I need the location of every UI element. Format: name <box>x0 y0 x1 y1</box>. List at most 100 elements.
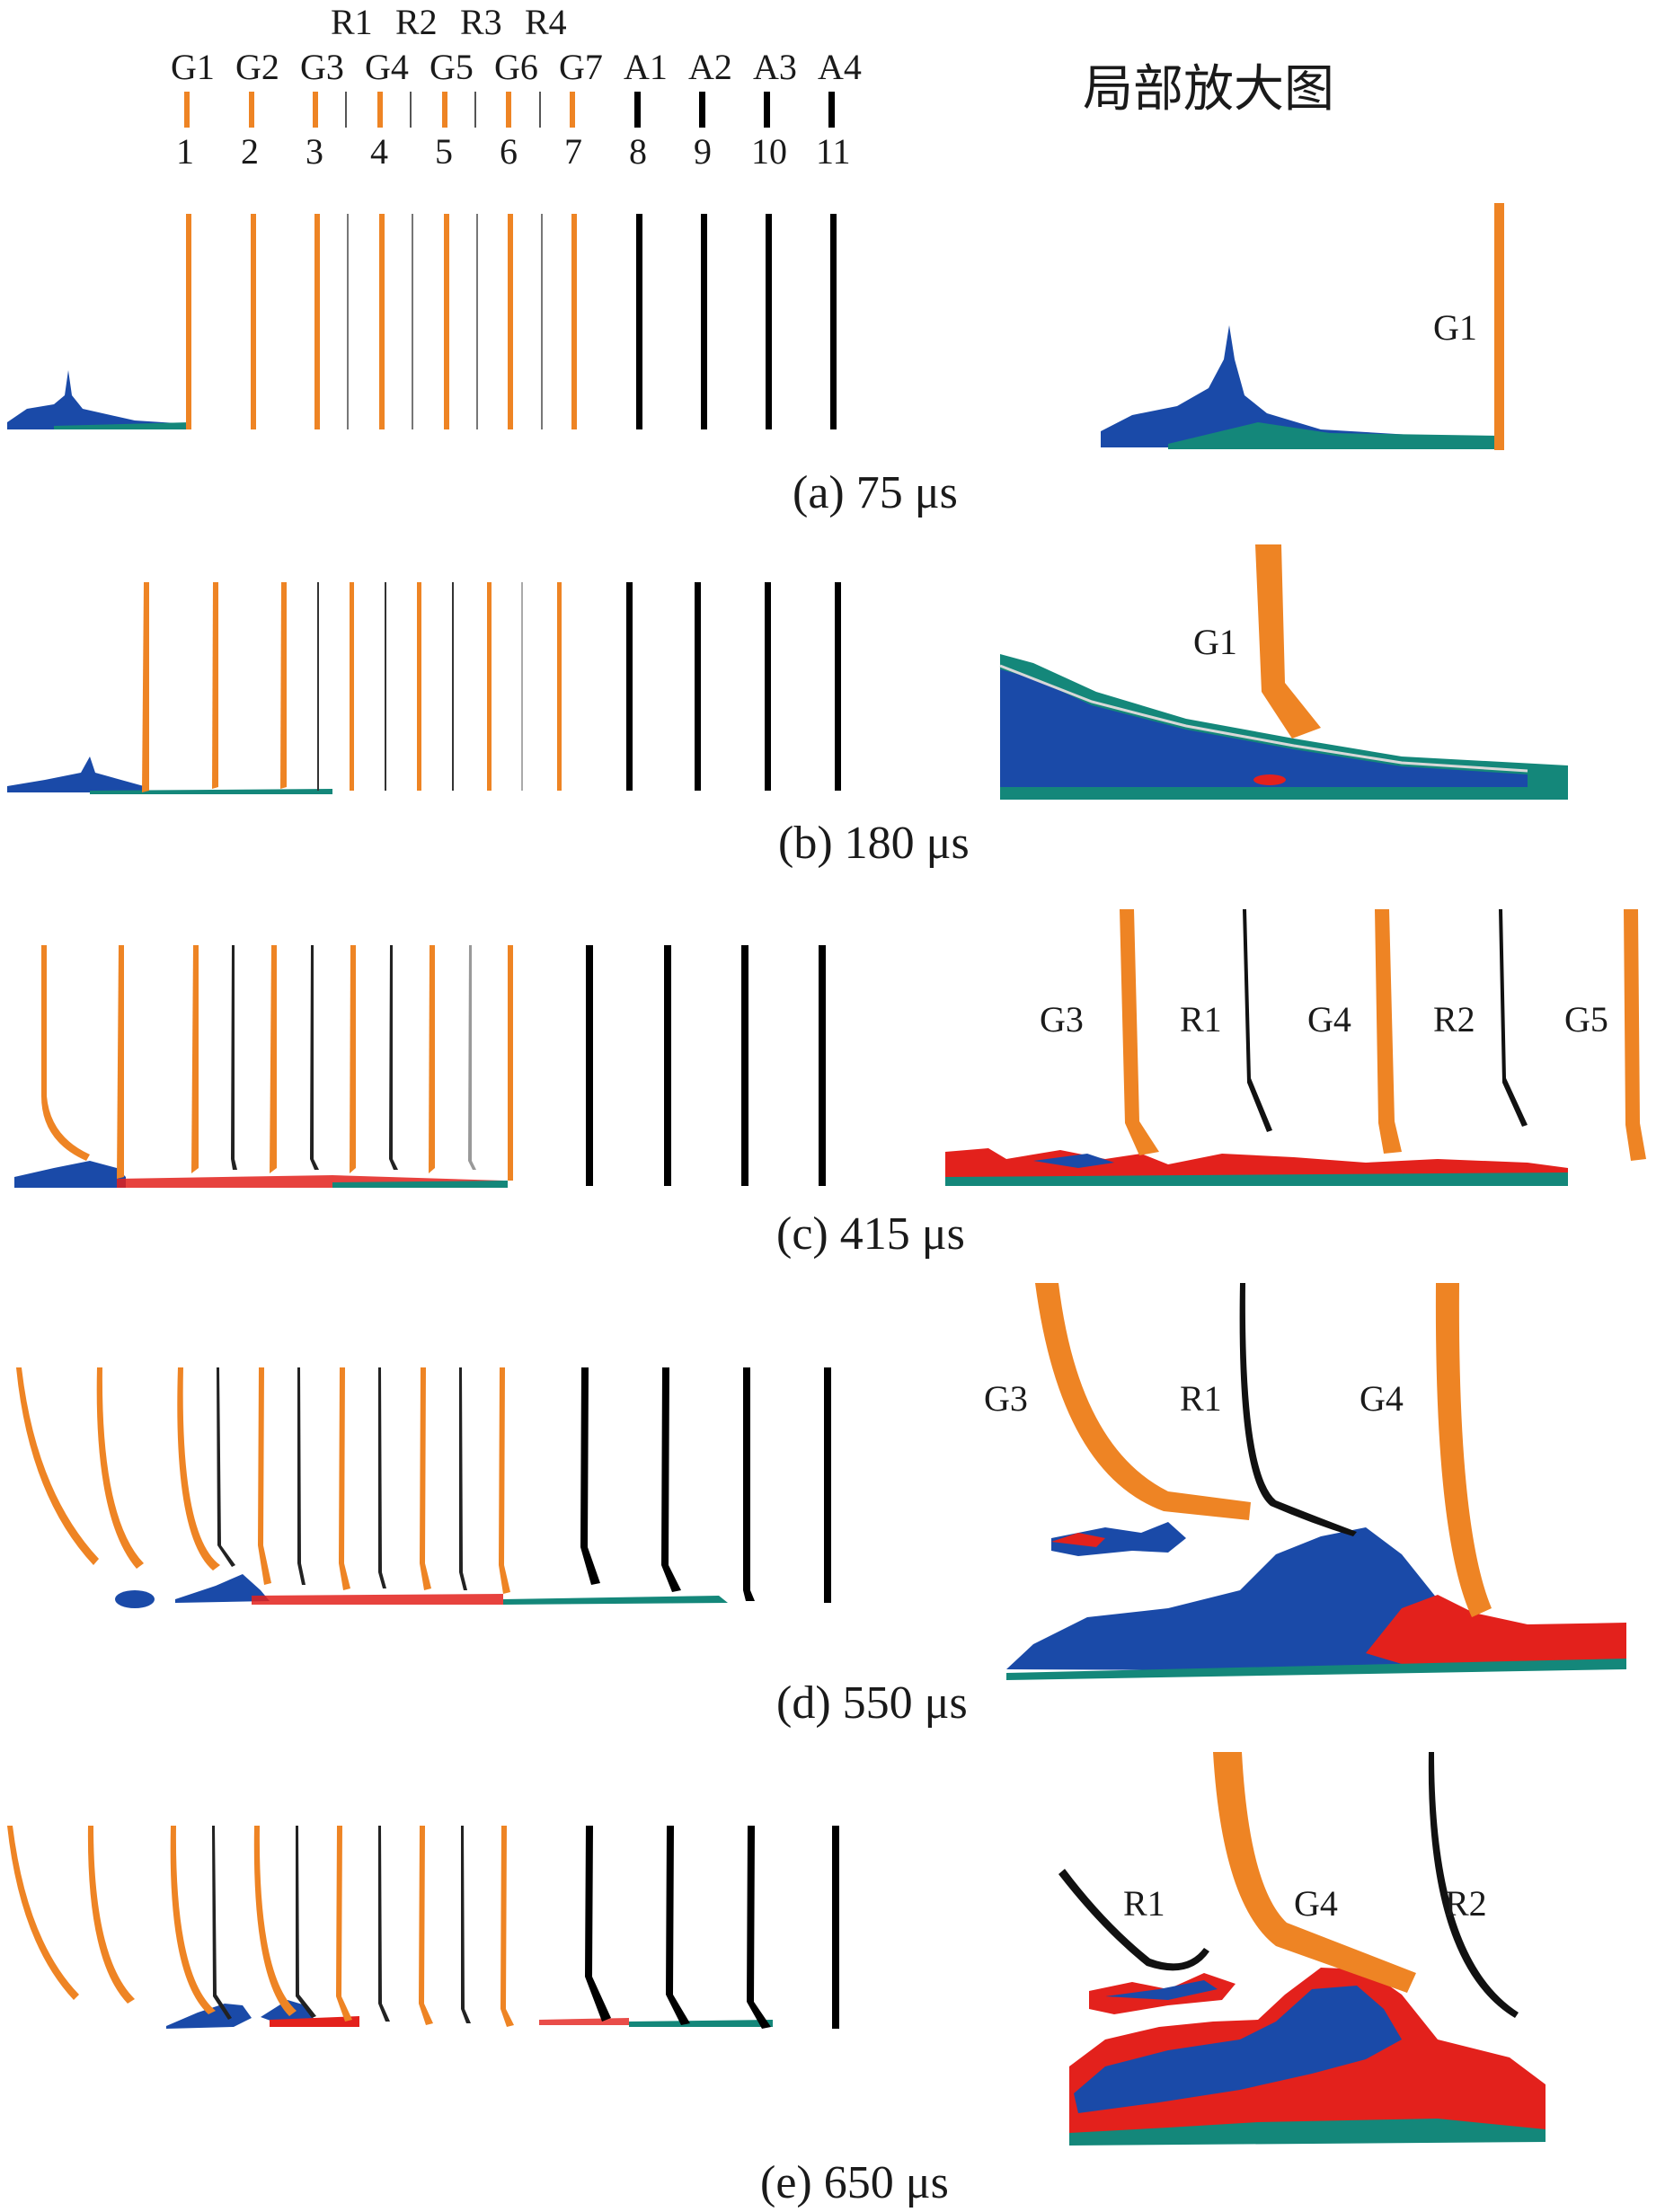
plate-a3 <box>747 1826 771 2029</box>
projectile-debris <box>7 370 190 429</box>
damage-zone <box>1051 1533 1105 1547</box>
plate-r3 <box>378 1826 390 2022</box>
plate-g4 <box>258 1367 271 1585</box>
plate-g1 <box>1494 203 1504 450</box>
damage-zone <box>1253 774 1286 785</box>
zoom-label: G1 <box>1433 307 1477 348</box>
plate-g5 <box>336 1826 352 2022</box>
legend-name: G2 <box>235 47 279 87</box>
caption-c: (c) 415 μs <box>776 1208 965 1260</box>
legend-top-name: R3 <box>460 2 502 42</box>
overview-c <box>14 945 826 1188</box>
zoom-c: G3 R1 G4 R2 G5 <box>945 909 1646 1186</box>
legend-number: 3 <box>306 131 323 172</box>
plate-a2 <box>661 1367 681 1592</box>
plate-r2 <box>296 1826 316 2018</box>
plate-g7 <box>508 945 513 1181</box>
plate-a4 <box>832 1826 839 2029</box>
legend-name: G1 <box>171 47 215 87</box>
legend-number: 6 <box>500 131 518 172</box>
plate-g6 <box>429 945 435 1173</box>
zoom-label: G3 <box>984 1378 1028 1419</box>
backing-layer <box>503 1596 728 1605</box>
legend-swatch-glass <box>249 92 254 128</box>
plate-g7 <box>500 1826 514 2027</box>
legend-swatch-rubber <box>539 92 541 128</box>
zoom-label: G4 <box>1294 1883 1338 1924</box>
projectile-debris <box>1033 1154 1114 1168</box>
plate-a3 <box>741 945 748 1186</box>
plate-r1 <box>317 582 319 791</box>
legend-name: A1 <box>624 47 668 87</box>
zoom-b: G1 <box>999 544 1568 800</box>
legend-number: 8 <box>629 131 647 172</box>
plate-r1 <box>1058 1869 1209 1971</box>
plate-r1 <box>347 214 349 429</box>
zoom-a: G1 <box>1101 203 1504 450</box>
projectile-debris <box>115 1590 155 1608</box>
caption-e: (e) 650 μs <box>760 2157 949 2208</box>
zoom-d: G3 R1 G4 <box>984 1283 1626 1680</box>
legend-top-name: R4 <box>525 2 567 42</box>
legend-name: G6 <box>494 47 538 87</box>
plate-g1 <box>142 582 149 792</box>
plate-r4 <box>521 582 523 791</box>
plate-a2 <box>664 945 671 1186</box>
zoom-label: G5 <box>1564 999 1608 1040</box>
legend-name: A4 <box>818 47 862 87</box>
plate-g4 <box>350 582 354 791</box>
plate-a1 <box>580 1367 600 1585</box>
backing-layer <box>629 2020 773 2027</box>
plate-g4 <box>1375 909 1402 1154</box>
legend-number: 2 <box>241 131 259 172</box>
projectile-debris <box>166 2004 252 2029</box>
legend-number: 9 <box>694 131 712 172</box>
panel-e: R1 G4 R2 (e) 650 μs <box>7 1752 1546 2208</box>
zoom-label: G4 <box>1360 1378 1404 1419</box>
plate-g5 <box>350 945 356 1173</box>
plate-r4 <box>468 945 476 1170</box>
overview-e <box>7 1826 839 2029</box>
backing-layer <box>1006 1659 1626 1680</box>
projectile-debris <box>1105 1980 1218 2000</box>
plate-r3 <box>389 945 398 1170</box>
zoom-label: R2 <box>1433 999 1475 1040</box>
plate-g7 <box>557 582 562 791</box>
plate-a3 <box>743 1367 755 1601</box>
damage-zone <box>252 1594 503 1605</box>
backing-layer <box>1069 2119 1546 2146</box>
plate-a3 <box>766 214 772 429</box>
caption-d: (d) 550 μs <box>776 1677 968 1729</box>
overview-b <box>7 582 841 794</box>
legend-number: 7 <box>564 131 582 172</box>
plate-r3 <box>476 214 478 429</box>
plate-g1 <box>41 945 90 1161</box>
plate-g6 <box>420 1367 431 1590</box>
damage-zone <box>1366 1595 1626 1664</box>
plate-g2 <box>251 214 256 429</box>
legend-number: 5 <box>435 131 453 172</box>
legend-top-name: R2 <box>395 2 438 42</box>
legend-swatch-glass <box>570 92 575 128</box>
plate-g2 <box>87 1826 135 2004</box>
panel-b: G1 (b) 180 μs <box>7 544 1568 869</box>
backing-layer <box>332 1181 508 1188</box>
projectile-debris <box>1074 1986 1402 2113</box>
panel-c: G3 R1 G4 R2 G5 (c) 415 μs <box>14 909 1646 1260</box>
panel-a: G1 (a) 75 μs <box>7 203 1504 518</box>
legend-top-name: R1 <box>331 2 373 42</box>
legend-name: G3 <box>300 47 344 87</box>
projectile-debris <box>1101 325 1501 447</box>
plate-g5 <box>444 214 449 429</box>
damage-zone <box>270 2016 359 2027</box>
legend-number: 11 <box>816 131 851 172</box>
plate-g3 <box>1120 909 1159 1155</box>
plate-g4 <box>379 214 385 429</box>
plate-a3 <box>765 582 771 791</box>
legend-number: 10 <box>751 131 787 172</box>
plate-g2 <box>96 1367 144 1569</box>
legend-number: 1 <box>176 131 194 172</box>
zoom-label: R2 <box>1445 1883 1487 1924</box>
caption-a: (a) 75 μs <box>793 467 958 518</box>
damage-zone <box>539 2018 629 2025</box>
